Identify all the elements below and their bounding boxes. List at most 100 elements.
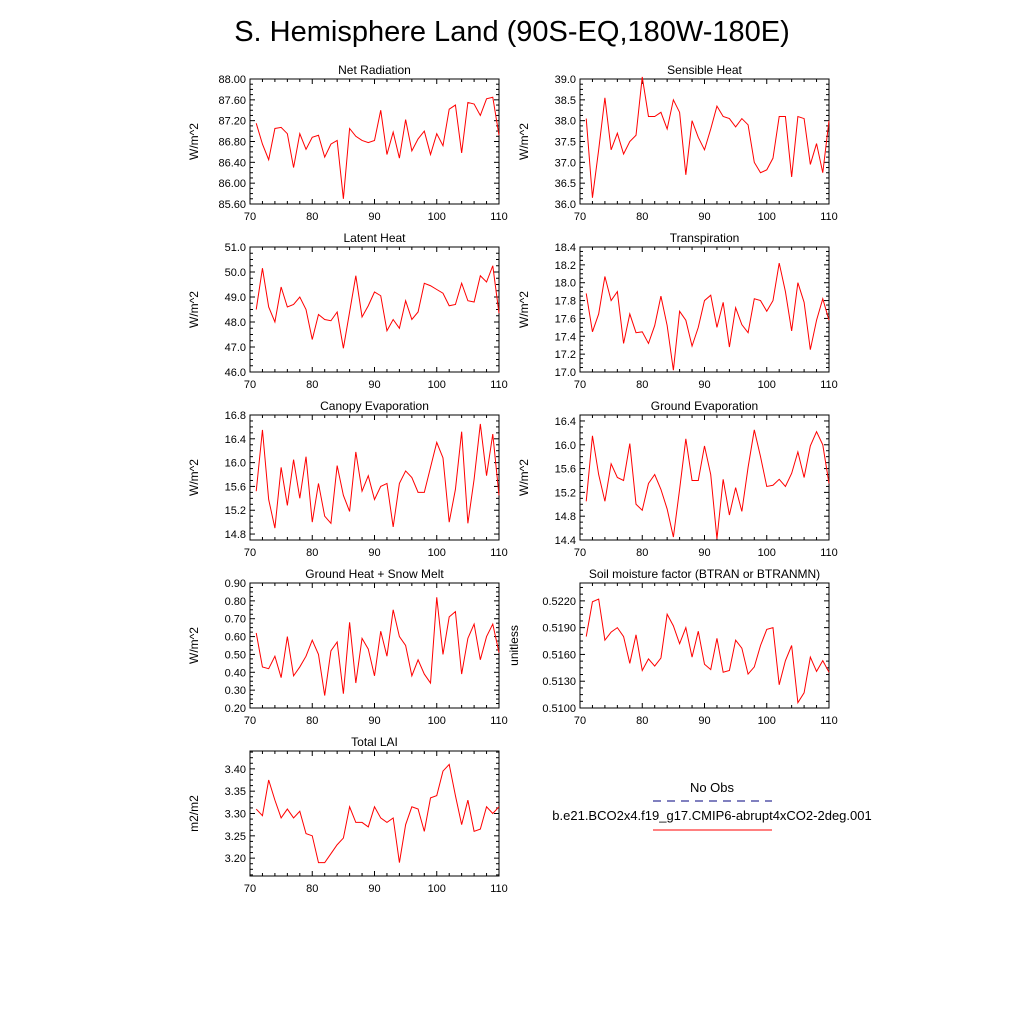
x-tick-label: 70 (574, 547, 586, 559)
x-tick-label: 100 (758, 715, 776, 727)
series-line (255, 265, 500, 349)
x-tick-label: 80 (306, 211, 318, 223)
series-line (255, 597, 500, 696)
y-tick-label: 85.60 (218, 199, 246, 211)
y-axis-label: W/m^2 (187, 291, 201, 328)
panel-2: Latent Heat W/m^2 70 80 90 100 110 46.0 47.0 48.0… (187, 231, 508, 391)
y-tick-label: 0.80 (225, 596, 246, 608)
y-tick-label: 17.6 (555, 313, 576, 325)
x-tick-label: 70 (574, 379, 586, 391)
x-tick-label: 100 (758, 379, 776, 391)
x-tick-label: 110 (820, 211, 838, 223)
panel-8: Total LAI m2/m2 70 80 90 100 110 3.20 3.25 3.30 3.… (187, 735, 508, 895)
y-tick-label: 50.0 (225, 267, 246, 279)
y-tick-label: 0.5190 (542, 623, 576, 635)
y-tick-label: 3.30 (225, 809, 246, 821)
x-tick-label: 70 (244, 211, 256, 223)
x-tick-label: 80 (306, 883, 318, 895)
y-tick-label: 87.20 (218, 116, 246, 128)
x-tick-label: 80 (306, 715, 318, 727)
x-tick-label: 110 (490, 211, 508, 223)
x-tick-label: 70 (244, 715, 256, 727)
y-tick-label: 86.80 (218, 137, 246, 149)
series-line (585, 429, 830, 539)
y-tick-label: 18.2 (555, 260, 576, 272)
x-tick-label: 110 (490, 379, 508, 391)
y-tick-label: 86.40 (218, 157, 246, 169)
y-tick-label: 15.2 (555, 487, 576, 499)
y-axis-label: W/m^2 (517, 123, 531, 160)
y-axis-label: W/m^2 (187, 627, 201, 664)
panel-title: Canopy Evaporation (320, 399, 429, 413)
series-line (585, 598, 830, 705)
y-tick-label: 16.4 (225, 434, 246, 446)
x-tick-label: 70 (244, 883, 256, 895)
x-tick-label: 100 (428, 883, 446, 895)
panel-0: Net Radiation W/m^2 70 80 90 100 110 85.60 86.00… (187, 63, 508, 223)
panels: Net Radiation W/m^2 70 80 90 100 110 85.60 86.00… (187, 63, 838, 895)
figure-title: S. Hemisphere Land (90S-EQ,180W-180E) (234, 16, 790, 48)
y-axis-label: unitless (507, 625, 521, 666)
panel-3: Transpiration W/m^2 70 80 90 100 110 17.0 17.2 17… (517, 231, 838, 391)
panel-title: Soil moisture factor (BTRAN or BTRANMN) (589, 567, 820, 581)
x-tick-label: 110 (490, 715, 508, 727)
y-tick-label: 0.20 (225, 703, 246, 715)
x-tick-label: 80 (306, 547, 318, 559)
panel-title: Ground Heat + Snow Melt (305, 567, 444, 581)
y-tick-label: 3.25 (225, 831, 246, 843)
x-tick-label: 110 (490, 883, 508, 895)
y-tick-label: 0.5100 (542, 703, 576, 715)
x-tick-label: 110 (820, 547, 838, 559)
y-tick-label: 87.60 (218, 95, 246, 107)
panel-title: Sensible Heat (667, 63, 742, 77)
y-tick-label: 0.90 (225, 578, 246, 590)
panel-6: Ground Heat + Snow Melt W/m^2 70 80 90 100 110… (187, 567, 508, 727)
y-tick-label: 0.70 (225, 614, 246, 626)
series-line (255, 423, 500, 529)
y-tick-label: 3.35 (225, 786, 246, 798)
y-tick-label: 16.0 (225, 458, 246, 470)
series-line (255, 763, 500, 864)
x-tick-label: 100 (758, 547, 776, 559)
y-tick-label: 88.00 (218, 74, 246, 86)
y-tick-label: 3.20 (225, 853, 246, 865)
y-tick-label: 15.6 (225, 481, 246, 493)
y-tick-label: 0.5220 (542, 596, 576, 608)
y-tick-label: 18.4 (555, 242, 576, 254)
series-line (585, 76, 830, 198)
y-tick-label: 16.4 (555, 416, 576, 428)
x-tick-label: 70 (244, 379, 256, 391)
y-axis-label: m2/m2 (187, 795, 201, 832)
y-tick-label: 0.30 (225, 685, 246, 697)
y-axis-label: W/m^2 (517, 291, 531, 328)
y-tick-label: 47.0 (225, 342, 246, 354)
x-tick-label: 80 (636, 211, 648, 223)
panel-title: Ground Evaporation (651, 399, 758, 413)
x-tick-label: 90 (368, 715, 380, 727)
x-tick-label: 100 (428, 715, 446, 727)
panel-4: Canopy Evaporation W/m^2 70 80 90 100 110 14.8 1… (187, 399, 508, 559)
y-tick-label: 48.0 (225, 317, 246, 329)
x-tick-label: 80 (636, 379, 648, 391)
x-tick-label: 110 (490, 547, 508, 559)
panel-1: Sensible Heat W/m^2 70 80 90 100 110 36.0 36.5 37… (517, 63, 838, 223)
y-tick-label: 15.2 (225, 505, 246, 517)
y-tick-label: 17.8 (555, 296, 576, 308)
legend-obs-label: No Obs (690, 780, 735, 795)
y-tick-label: 17.2 (555, 349, 576, 361)
y-tick-label: 0.60 (225, 632, 246, 644)
y-tick-label: 38.0 (555, 116, 576, 128)
y-tick-label: 86.00 (218, 178, 246, 190)
y-tick-label: 14.4 (555, 535, 576, 547)
y-tick-label: 36.0 (555, 199, 576, 211)
y-tick-label: 17.0 (555, 367, 576, 379)
y-tick-label: 15.6 (555, 464, 576, 476)
x-tick-label: 90 (368, 211, 380, 223)
x-tick-label: 110 (820, 379, 838, 391)
x-tick-label: 90 (368, 379, 380, 391)
y-tick-label: 16.0 (555, 440, 576, 452)
y-tick-label: 39.0 (555, 74, 576, 86)
y-tick-label: 0.5130 (542, 676, 576, 688)
x-tick-label: 90 (698, 547, 710, 559)
